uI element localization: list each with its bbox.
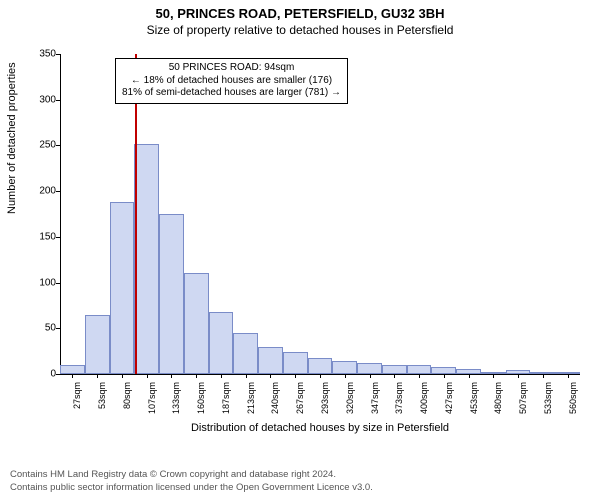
- x-tick-label: 347sqm: [370, 382, 380, 422]
- page-title-line1: 50, PRINCES ROAD, PETERSFIELD, GU32 3BH: [0, 6, 600, 21]
- histogram-bar: [60, 365, 85, 374]
- histogram-bar: [134, 144, 159, 374]
- x-tick-label: 107sqm: [147, 382, 157, 422]
- x-tick-mark: [345, 374, 346, 378]
- x-tick-label: 373sqm: [394, 382, 404, 422]
- callout-box: 50 PRINCES ROAD: 94sqm ← 18% of detached…: [115, 58, 348, 104]
- x-axis-label: Distribution of detached houses by size …: [60, 422, 580, 434]
- x-tick-mark: [196, 374, 197, 378]
- x-tick-mark: [320, 374, 321, 378]
- x-tick-label: 560sqm: [568, 382, 578, 422]
- x-tick-label: 240sqm: [270, 382, 280, 422]
- x-tick-mark: [469, 374, 470, 378]
- y-tick-label: 200: [30, 186, 56, 197]
- histogram-bar: [332, 361, 357, 374]
- x-tick-label: 533sqm: [543, 382, 553, 422]
- histogram-bar: [159, 214, 184, 374]
- x-tick-mark: [72, 374, 73, 378]
- x-tick-mark: [493, 374, 494, 378]
- y-tick-label: 350: [30, 49, 56, 60]
- x-tick-label: 507sqm: [518, 382, 528, 422]
- histogram-bar: [431, 367, 456, 374]
- histogram-bar: [233, 333, 258, 374]
- x-tick-mark: [419, 374, 420, 378]
- x-tick-label: 53sqm: [97, 382, 107, 422]
- x-tick-mark: [147, 374, 148, 378]
- histogram-bar: [209, 312, 234, 374]
- x-tick-mark: [518, 374, 519, 378]
- histogram-bar: [283, 352, 308, 374]
- x-tick-mark: [97, 374, 98, 378]
- histogram-bar: [308, 358, 333, 374]
- x-tick-mark: [295, 374, 296, 378]
- x-tick-label: 133sqm: [171, 382, 181, 422]
- callout-line: 81% of semi-detached houses are larger (…: [122, 87, 341, 100]
- x-tick-label: 213sqm: [246, 382, 256, 422]
- x-tick-mark: [171, 374, 172, 378]
- x-tick-mark: [370, 374, 371, 378]
- x-tick-mark: [394, 374, 395, 378]
- x-tick-mark: [568, 374, 569, 378]
- x-tick-label: 453sqm: [469, 382, 479, 422]
- footer-attribution: Contains HM Land Registry data © Crown c…: [10, 469, 373, 494]
- histogram-chart: Number of detached properties 0 50 100 150 2…: [0, 44, 600, 434]
- histogram-bar: [85, 315, 110, 374]
- histogram-bar: [357, 363, 382, 374]
- x-tick-label: 27sqm: [72, 382, 82, 422]
- x-tick-mark: [270, 374, 271, 378]
- x-tick-label: 293sqm: [320, 382, 330, 422]
- y-tick-label: 50: [30, 323, 56, 334]
- footer-line: Contains HM Land Registry data © Crown c…: [10, 469, 373, 481]
- x-tick-mark: [444, 374, 445, 378]
- histogram-bar: [407, 365, 432, 374]
- histogram-bar: [258, 347, 283, 374]
- y-tick-label: 250: [30, 140, 56, 151]
- x-tick-mark: [543, 374, 544, 378]
- x-tick-label: 480sqm: [493, 382, 503, 422]
- histogram-bar: [184, 273, 209, 374]
- x-tick-label: 160sqm: [196, 382, 206, 422]
- footer-line: Contains public sector information licen…: [10, 482, 373, 494]
- histogram-bar: [110, 202, 135, 374]
- x-tick-label: 400sqm: [419, 382, 429, 422]
- x-tick-label: 80sqm: [122, 382, 132, 422]
- callout-line: 50 PRINCES ROAD: 94sqm: [122, 62, 341, 75]
- x-tick-mark: [122, 374, 123, 378]
- x-tick-label: 320sqm: [345, 382, 355, 422]
- y-axis-label: Number of detached properties: [6, 62, 18, 214]
- y-tick-label: 100: [30, 277, 56, 288]
- histogram-bar: [382, 365, 407, 374]
- x-tick-label: 267sqm: [295, 382, 305, 422]
- y-tick-label: 150: [30, 231, 56, 242]
- callout-line: ← 18% of detached houses are smaller (17…: [122, 75, 341, 88]
- y-tick-label: 300: [30, 94, 56, 105]
- page-title-line2: Size of property relative to detached ho…: [0, 23, 600, 37]
- y-tick-label: 0: [30, 369, 56, 380]
- x-tick-label: 427sqm: [444, 382, 454, 422]
- x-tick-mark: [246, 374, 247, 378]
- x-tick-label: 187sqm: [221, 382, 231, 422]
- x-tick-mark: [221, 374, 222, 378]
